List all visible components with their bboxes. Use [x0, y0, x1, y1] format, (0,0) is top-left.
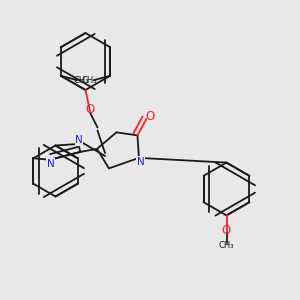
Text: O: O	[146, 110, 155, 123]
Text: CH₃: CH₃	[219, 242, 234, 250]
Text: N: N	[136, 157, 144, 167]
Text: O: O	[85, 103, 94, 116]
Text: N: N	[47, 159, 55, 169]
Text: CH₃: CH₃	[81, 76, 97, 85]
Text: O: O	[222, 224, 231, 237]
Text: N: N	[75, 135, 83, 145]
Text: CH₃: CH₃	[73, 76, 89, 85]
